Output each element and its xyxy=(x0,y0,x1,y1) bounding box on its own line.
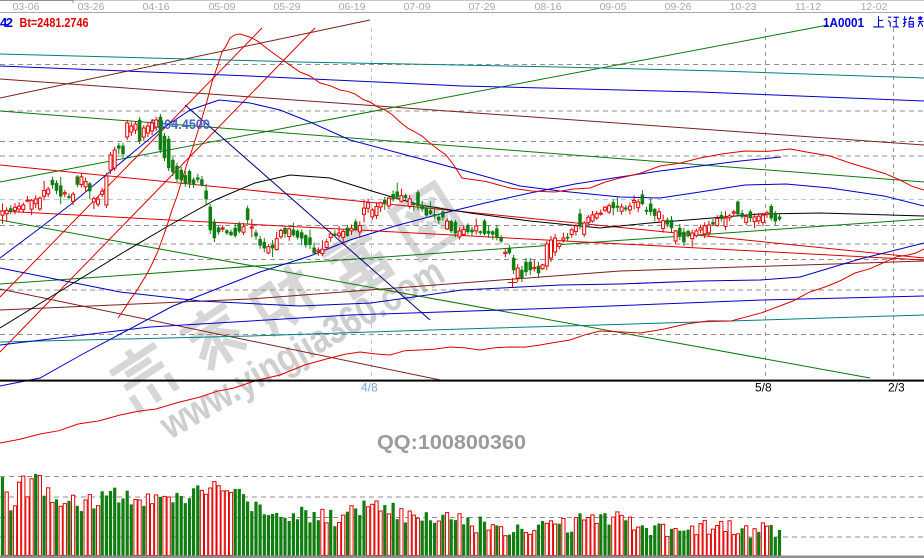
svg-text:10-23: 10-23 xyxy=(730,1,757,13)
svg-text:QQ:100800360: QQ:100800360 xyxy=(377,432,526,454)
svg-text:5/8: 5/8 xyxy=(755,381,772,395)
svg-text:04-16: 04-16 xyxy=(143,1,170,13)
svg-text:3304.4500: 3304.4500 xyxy=(150,117,210,132)
svg-text:05-09: 05-09 xyxy=(209,1,236,13)
svg-text:11-12: 11-12 xyxy=(795,1,821,13)
svg-text:12-02: 12-02 xyxy=(861,1,888,13)
svg-text:03-26: 03-26 xyxy=(78,1,105,13)
svg-text:09-05: 09-05 xyxy=(600,1,627,13)
svg-text:42: 42 xyxy=(0,15,13,30)
svg-text:09-26: 09-26 xyxy=(665,1,692,13)
svg-text:2/3: 2/3 xyxy=(888,381,905,395)
svg-text:07-29: 07-29 xyxy=(469,1,496,13)
svg-text:03-06: 03-06 xyxy=(13,1,40,13)
svg-text:07-09: 07-09 xyxy=(404,1,431,13)
svg-text:05-29: 05-29 xyxy=(274,1,301,13)
svg-text:08-16: 08-16 xyxy=(535,1,562,13)
svg-text:06-19: 06-19 xyxy=(339,1,366,13)
svg-text:4/8: 4/8 xyxy=(361,381,378,395)
svg-text:1A0001: 1A0001 xyxy=(823,15,864,30)
svg-text:Bt=2481.2746: Bt=2481.2746 xyxy=(20,15,89,30)
